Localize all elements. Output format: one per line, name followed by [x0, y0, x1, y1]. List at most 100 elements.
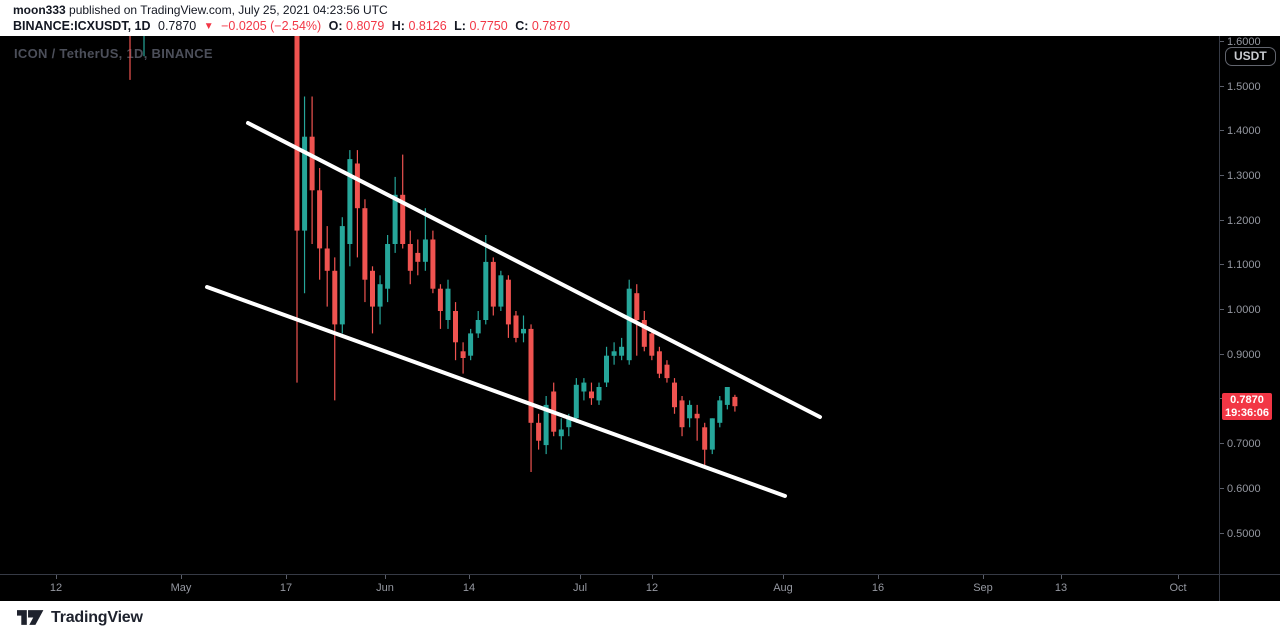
close-label: C:: [515, 19, 529, 33]
candle-body: [468, 333, 474, 356]
candle-body: [724, 387, 730, 405]
candle-body: [445, 288, 451, 320]
candle-body: [634, 293, 640, 320]
publish-timestamp: published on TradingView.com, July 25, 2…: [65, 3, 388, 17]
candle-body: [332, 270, 338, 325]
bar-countdown: 19:36:06: [1224, 407, 1270, 419]
lower-channel-line[interactable]: [205, 285, 787, 498]
last-price-label: 0.7870 19:36:06: [1222, 393, 1272, 420]
open-value: 0.8079: [346, 19, 385, 33]
publish-header: moon333 published on TradingView.com, Ju…: [0, 0, 1280, 36]
price-tick-label: 1.0000: [1220, 304, 1261, 318]
candle-body: [354, 163, 360, 209]
price-tick-label: 1.1000: [1220, 259, 1261, 273]
candle-body: [392, 194, 398, 244]
candle-body: [370, 270, 375, 307]
candle-body: [400, 194, 406, 244]
candle-body: [453, 311, 458, 343]
candle-body: [415, 252, 421, 262]
price-change: −0.0205 (−2.54%): [221, 19, 322, 33]
symbol-status-line: BINANCE:ICXUSDT, 1D 0.7870 ▼ −0.0205 (−2…: [13, 19, 574, 33]
candle-body: [437, 288, 443, 311]
currency-toggle-button[interactable]: USDT: [1225, 47, 1276, 66]
price-tick-label: 1.2000: [1220, 215, 1261, 229]
candle-body: [339, 226, 345, 325]
candle-body: [672, 382, 677, 408]
price-tick-label: 1.6000: [1220, 36, 1261, 50]
upper-channel-line[interactable]: [246, 121, 822, 419]
tradingview-logo[interactable]: TradingView: [17, 608, 143, 627]
candle-body: [626, 288, 632, 361]
candle-body: [536, 422, 542, 441]
chart-area: ICON / TetherUS, 1D, BINANCE USDT 0.7870…: [0, 36, 1280, 601]
high-value: 0.8126: [408, 19, 447, 33]
candle-body: [483, 261, 489, 320]
candle-body: [717, 400, 723, 423]
price-tick-label: 0.6000: [1220, 483, 1261, 497]
author-name: moon333: [13, 3, 66, 17]
candle-body: [581, 382, 587, 392]
tradingview-wordmark: TradingView: [51, 608, 143, 626]
candle-body: [324, 248, 330, 271]
candle-body: [611, 351, 617, 356]
candle-body: [694, 413, 700, 419]
candle-body: [528, 328, 534, 423]
time-axis[interactable]: 12 May 17 Jun 14 Jul 12 Aug 16 Sep 13 Oct: [0, 574, 1280, 601]
candle-body: [664, 364, 670, 379]
price-tick-label: 0.9000: [1220, 349, 1261, 363]
candle-body: [589, 391, 594, 399]
candle-body: [407, 244, 413, 271]
candle-body: [430, 239, 436, 289]
symbol-watermark: ICON / TetherUS, 1D, BINANCE: [14, 46, 213, 61]
candle-body: [513, 315, 519, 338]
candle-body: [558, 429, 564, 437]
candle-body: [709, 418, 715, 450]
candle-body: [566, 418, 572, 428]
price-tick-label: 0.5000: [1220, 528, 1261, 542]
candle-body: [309, 136, 315, 191]
candle-body: [460, 351, 466, 358]
candle-body: [619, 346, 625, 356]
candle-body: [362, 208, 368, 280]
high-label: H:: [391, 19, 405, 33]
low-value: 0.7750: [469, 19, 508, 33]
candle-body: [521, 328, 526, 334]
candle-body: [543, 404, 549, 446]
price-tick-label: 1.3000: [1220, 170, 1261, 184]
candle-body: [702, 427, 708, 450]
price-tick-label: 1.4000: [1220, 125, 1261, 139]
candle-body: [649, 333, 655, 356]
candle-body: [385, 244, 391, 289]
candle-body: [490, 261, 496, 307]
footer: TradingView: [0, 601, 1280, 635]
price-axis[interactable]: USDT 0.7870 19:36:06 1.6000 1.5000 1.4000 1…: [1220, 36, 1280, 574]
symbol-interval: BINANCE:ICXUSDT, 1D: [13, 19, 151, 33]
price-tick-label: 0.7000: [1220, 438, 1261, 452]
candle-body: [641, 320, 647, 347]
candle-body: [505, 279, 511, 325]
candle-body: [573, 384, 579, 419]
price-tick-label: 1.5000: [1220, 81, 1261, 95]
candle-body: [687, 404, 693, 419]
last-price: 0.7870: [158, 19, 197, 33]
axis-border: [1219, 36, 1220, 601]
candle-body: [377, 284, 383, 307]
candle-body: [679, 400, 685, 428]
candle-body: [317, 190, 323, 249]
candlestick-pane[interactable]: [0, 36, 1220, 574]
close-value: 0.7870: [531, 19, 571, 33]
candle-body: [475, 320, 481, 334]
candle-body: [498, 275, 504, 307]
open-label: O:: [328, 19, 343, 33]
candle-body: [732, 396, 738, 407]
publish-info: moon333 published on TradingView.com, Ju…: [13, 3, 388, 17]
tradingview-logo-icon: [17, 610, 44, 625]
candle-body: [302, 136, 308, 231]
low-label: L:: [454, 19, 466, 33]
candle-body: [422, 239, 428, 262]
last-price-label-value: 0.7870: [1230, 394, 1264, 406]
candle-body: [604, 355, 609, 383]
down-arrow-icon: ▼: [203, 21, 214, 32]
candle-body: [656, 351, 662, 374]
